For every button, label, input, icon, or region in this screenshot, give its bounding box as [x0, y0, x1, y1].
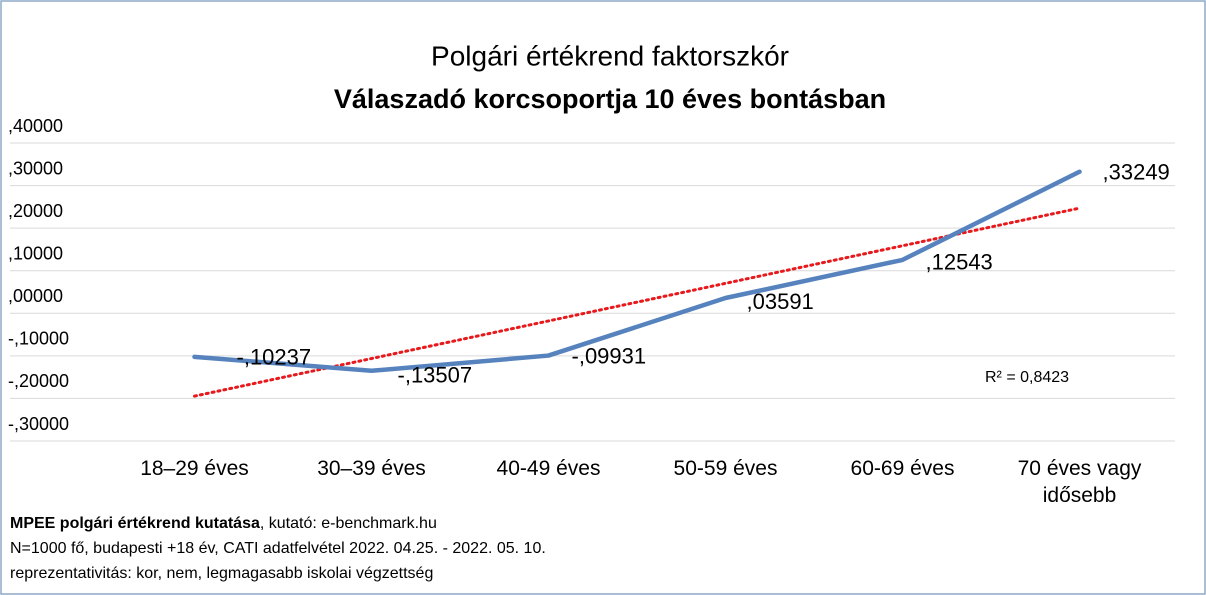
x-tick-label: 70 éves vagy idősebb	[1017, 457, 1142, 507]
x-tick-holder: 70 éves vagy idősebb	[1017, 457, 1142, 507]
x-tick-holder: 30–39 éves	[317, 457, 426, 480]
data-label: -,10237	[237, 345, 312, 370]
data-label: ,12543	[926, 250, 993, 275]
x-tick-label: 40-49 éves	[496, 457, 601, 480]
x-tick-label: 50-59 éves	[673, 457, 778, 480]
y-tick-label: ,40000	[8, 116, 63, 136]
footnote: MPEE polgári értékrend kutatása, kutató:…	[10, 515, 437, 532]
footnote-bold: MPEE polgári értékrend kutatása	[10, 515, 260, 532]
chart-subtitle: Válaszadó korcsoportja 10 éves bontásban	[334, 84, 886, 114]
x-tick-label: 18–29 éves	[140, 457, 249, 480]
x-tick-holder: 18–29 éves	[140, 457, 249, 480]
data-label: ,03591	[747, 289, 814, 314]
footnote-line: reprezentativitás: kor, nem, legmagasabb…	[10, 565, 433, 582]
x-tick-holder: 40-49 éves	[496, 457, 601, 480]
x-tick-holder: 50-59 éves	[673, 457, 778, 480]
data-label: -,09931	[572, 343, 647, 368]
x-tick-holder: 60-69 éves	[850, 457, 955, 480]
series-line	[192, 169, 1082, 374]
y-tick-label: -,20000	[8, 371, 69, 391]
footnote-rest: , kutató: e-benchmark.hu	[260, 515, 437, 532]
y-tick-label: ,00000	[8, 286, 63, 306]
trendline	[193, 206, 1081, 398]
y-tick-label: ,20000	[8, 201, 63, 221]
x-tick-label: 60-69 éves	[850, 457, 955, 480]
chart-title: Polgári értékrend faktorszkór	[431, 40, 789, 71]
r-squared: R² = 0,8423	[985, 369, 1069, 386]
x-tick-label: 30–39 éves	[317, 457, 426, 480]
y-tick-label: -,30000	[8, 414, 69, 434]
y-tick-label: -,10000	[8, 329, 69, 349]
data-label: ,33249	[1103, 160, 1170, 185]
footnote-line: N=1000 fő, budapesti +18 év, CATI adatfe…	[10, 540, 546, 557]
y-tick-label: ,30000	[8, 158, 63, 178]
y-tick-label: ,10000	[8, 243, 63, 263]
data-label: -,13507	[398, 363, 473, 388]
